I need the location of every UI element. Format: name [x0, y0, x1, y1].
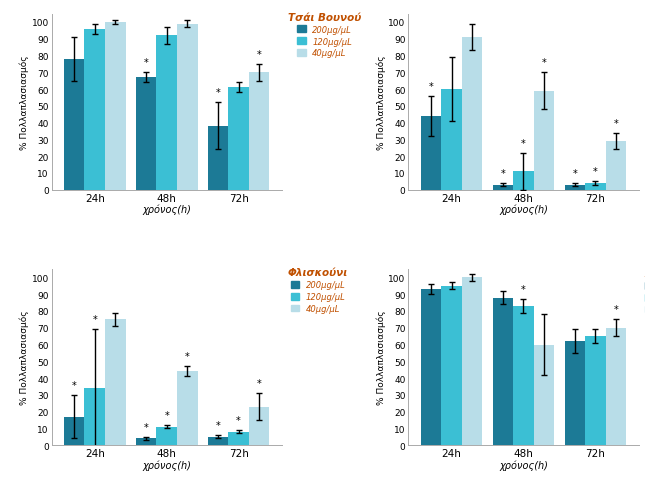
Bar	[462, 278, 482, 445]
Bar	[136, 78, 157, 190]
Text: *: *	[521, 285, 526, 295]
Legend: 200μg/μL, 120μg/μL, 40μg/μL: 200μg/μL, 120μg/μL, 40μg/μL	[286, 11, 363, 60]
Bar	[534, 91, 554, 190]
Bar	[177, 25, 197, 190]
Bar	[105, 320, 126, 445]
Bar	[564, 185, 585, 190]
Bar	[534, 345, 554, 445]
Bar	[64, 60, 84, 190]
Bar	[606, 328, 626, 445]
X-axis label: χρόνος(h): χρόνος(h)	[143, 204, 191, 215]
Bar	[421, 289, 441, 445]
Bar	[606, 142, 626, 190]
Bar	[462, 38, 482, 190]
Bar	[585, 336, 606, 445]
Text: *: *	[613, 305, 619, 315]
Text: *: *	[521, 138, 526, 149]
Y-axis label: % Πολλαπλασιασμός: % Πολλαπλασιασμός	[376, 310, 386, 405]
Text: *: *	[144, 422, 148, 432]
Bar	[564, 342, 585, 445]
Bar	[249, 407, 270, 445]
Bar	[208, 127, 228, 190]
Text: *: *	[164, 410, 169, 420]
Y-axis label: % Πολλαπλασιασμός: % Πολλαπλασιασμός	[376, 55, 386, 150]
Text: *: *	[72, 380, 77, 390]
Bar	[64, 417, 84, 445]
Y-axis label: % Πολλαπλασιασμός: % Πολλαπλασιασμός	[19, 55, 29, 150]
Bar	[493, 185, 513, 190]
Bar	[84, 30, 105, 190]
Text: *: *	[215, 420, 221, 430]
Text: *: *	[593, 167, 598, 177]
Bar	[177, 372, 197, 445]
Bar	[493, 298, 513, 445]
Text: *: *	[501, 168, 505, 179]
Bar	[441, 90, 462, 190]
Y-axis label: % Πολλαπλασιασμός: % Πολλαπλασιασμός	[19, 310, 29, 405]
Legend: 200μg/μL, 120μg/μL, 40μg/μL: 200μg/μL, 120μg/μL, 40μg/μL	[643, 11, 645, 60]
Text: *: *	[185, 351, 190, 362]
Bar	[105, 23, 126, 190]
Text: *: *	[92, 315, 97, 325]
Bar	[513, 306, 534, 445]
Text: *: *	[257, 50, 261, 60]
Bar	[157, 427, 177, 445]
Bar	[228, 88, 249, 190]
Bar	[249, 73, 270, 190]
Text: *: *	[215, 88, 221, 98]
Legend: 200μg/μL, 120μg/μL, 40μg/μL: 200μg/μL, 120μg/μL, 40μg/μL	[286, 266, 350, 315]
Bar	[513, 172, 534, 190]
Legend: 200μg/μL, 120μg/μL, 40μg/μL: 200μg/μL, 120μg/μL, 40μg/μL	[643, 266, 645, 316]
Text: *: *	[573, 168, 577, 179]
X-axis label: χρόνος(h): χρόνος(h)	[143, 459, 191, 470]
Text: *: *	[542, 58, 546, 68]
Text: *: *	[257, 378, 261, 388]
Text: *: *	[144, 58, 148, 68]
Bar	[585, 183, 606, 190]
Bar	[441, 286, 462, 445]
Bar	[84, 388, 105, 445]
Text: *: *	[429, 82, 433, 91]
Text: *: *	[613, 119, 619, 128]
X-axis label: χρόνος(h): χρόνος(h)	[499, 459, 548, 470]
Text: *: *	[236, 415, 241, 425]
Bar	[228, 432, 249, 445]
Bar	[421, 117, 441, 190]
Bar	[136, 439, 157, 445]
Bar	[157, 36, 177, 190]
Bar	[208, 437, 228, 445]
X-axis label: χρόνος(h): χρόνος(h)	[499, 204, 548, 215]
